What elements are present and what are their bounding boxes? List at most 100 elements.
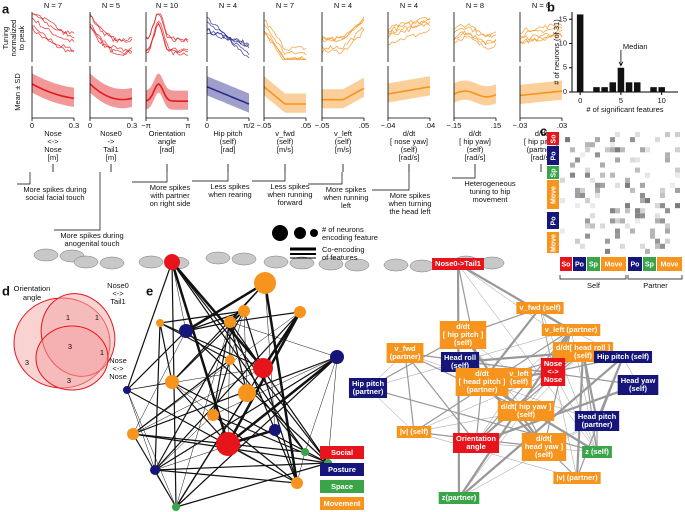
- matrix-cell: [640, 198, 645, 204]
- matrix-cell: [605, 147, 610, 153]
- node-label: head yaw ]: [525, 442, 564, 451]
- matrix-cell: [585, 223, 590, 229]
- x-tick-label: −.15: [447, 121, 462, 130]
- panel-label: b: [547, 0, 555, 14]
- network-node: Nose0->Tail1: [432, 258, 484, 270]
- tuning-curve: [32, 13, 75, 39]
- tuning-curve: [89, 13, 133, 42]
- label-line: [rad/s]: [399, 153, 420, 162]
- node-label: (self): [517, 410, 535, 419]
- x-tick-label: −π: [141, 121, 151, 130]
- row-label-group: So: [550, 135, 557, 144]
- label-line: [rad/s]: [465, 153, 486, 162]
- node-label: Head roll: [444, 353, 476, 362]
- matrix-cell: [675, 167, 680, 173]
- matrix-cell: [565, 137, 570, 143]
- network-edge: [126, 389, 177, 508]
- label-line: when running: [322, 193, 368, 202]
- label-line: [rad/s]: [531, 153, 552, 162]
- network-edge: [458, 371, 554, 499]
- x-tick-label: .04: [425, 121, 435, 130]
- matrix-cell: [615, 208, 620, 214]
- network-edge: [227, 321, 231, 445]
- matrix-cell: [640, 192, 645, 199]
- network-node: d/dt[head yaw ](self): [521, 433, 567, 461]
- venn-set: [35, 325, 109, 391]
- col-label: Move: [605, 261, 623, 268]
- network-edge: [212, 359, 231, 416]
- matrix-cell: [585, 172, 590, 178]
- mouse-icon: [263, 255, 289, 269]
- matrix-cell: [585, 233, 590, 239]
- network-node: Hip pitch (self): [593, 351, 653, 363]
- row-block: [547, 212, 559, 229]
- network-edge: [171, 381, 214, 416]
- tuning-curve: [145, 13, 189, 43]
- matrix-cell: [615, 182, 620, 188]
- label-line: left: [341, 201, 352, 210]
- y-label: Mean ± SD: [13, 73, 22, 111]
- tuning-curve: [145, 20, 189, 53]
- label-line: (self): [220, 137, 237, 146]
- label-line: [ nose yaw]: [390, 137, 428, 146]
- network-node: [150, 465, 160, 475]
- matrix-cell: [640, 243, 645, 249]
- bar: [576, 14, 584, 93]
- mouse-icon: [289, 256, 315, 270]
- panel-label: c: [540, 123, 547, 138]
- matrix-cell: [625, 203, 630, 209]
- matrix-cell: [635, 218, 640, 224]
- matrix-cell: [655, 203, 660, 209]
- label-line: Orientation: [14, 284, 51, 293]
- label-line: when running: [266, 190, 312, 199]
- y-tick-label: 10: [559, 38, 567, 47]
- matrix-cell: [655, 218, 660, 224]
- label-line: the head left: [389, 207, 431, 216]
- label-line: encoding feature: [322, 233, 378, 242]
- x-tick-label: .15: [491, 121, 501, 130]
- matrix-cell: [635, 213, 640, 219]
- matrix-cell: [665, 223, 670, 229]
- matrix-cell: [625, 182, 630, 188]
- network-edge: [457, 263, 572, 331]
- venn-count: 3: [67, 376, 71, 385]
- label-line: [ hip yaw]: [459, 137, 491, 146]
- network-edge: [159, 322, 264, 369]
- arrow: [452, 172, 476, 179]
- mean-curve: [206, 86, 250, 105]
- legend-size: [310, 229, 318, 237]
- matrix-cell: [620, 218, 625, 224]
- matrix-cell: [580, 152, 585, 158]
- matrix-cell: [665, 208, 670, 214]
- tuning-curve: [206, 21, 250, 56]
- network-node: [172, 503, 180, 511]
- node-label: d/dt[ head roll ]: [556, 343, 611, 352]
- network-edge: [159, 310, 245, 324]
- matrix-cell: [665, 152, 670, 158]
- network-node: [127, 428, 139, 440]
- node-label: z(partner): [442, 493, 477, 502]
- annotation-arrow: [618, 50, 624, 67]
- node-label: Hip pitch: [352, 379, 384, 388]
- label-line: movement: [472, 195, 508, 204]
- n-label: N = 4: [219, 1, 237, 10]
- matrix-cell: [635, 157, 640, 163]
- matrix-cell: [580, 192, 585, 199]
- mean-curve: [31, 83, 75, 100]
- x-tick-label: 0: [30, 121, 34, 130]
- legend-size: [272, 225, 288, 241]
- network-edge: [185, 321, 231, 332]
- x-tick-label: π: [185, 121, 190, 130]
- col-label: Sp: [645, 261, 654, 268]
- mean-curve: [387, 86, 431, 95]
- tuning-curve: [387, 17, 431, 30]
- n-label: N = 7: [44, 1, 62, 10]
- tuning-curve: [387, 28, 431, 46]
- panel-label: d: [2, 283, 10, 298]
- node-label: [ head pitch ]: [459, 377, 506, 386]
- x-tick-label: 0: [578, 96, 582, 105]
- node-box: [540, 358, 566, 386]
- matrix-cell: [655, 137, 660, 143]
- network-edge: [212, 414, 298, 484]
- col-label: Po: [575, 261, 584, 268]
